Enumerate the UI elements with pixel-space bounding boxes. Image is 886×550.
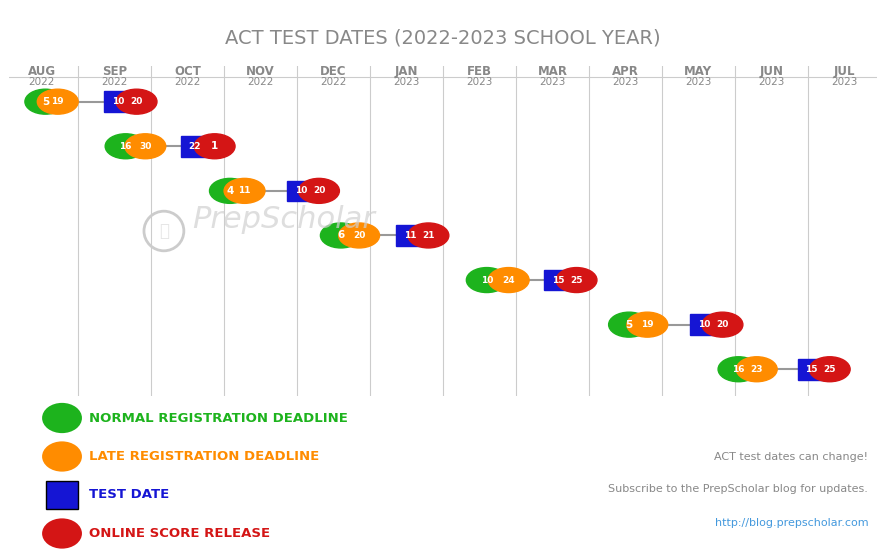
Text: MAR: MAR	[538, 65, 567, 78]
Circle shape	[37, 89, 78, 114]
Text: ACT test dates can change!: ACT test dates can change!	[714, 452, 868, 461]
Text: 2022: 2022	[247, 76, 274, 86]
Text: 25: 25	[571, 276, 583, 284]
Text: 5: 5	[626, 320, 633, 329]
Text: 30: 30	[139, 142, 152, 151]
Text: 19: 19	[51, 97, 64, 106]
Text: 22: 22	[189, 142, 201, 151]
Circle shape	[209, 178, 251, 204]
Text: 20: 20	[353, 231, 365, 240]
Text: 2023: 2023	[466, 76, 493, 86]
Text: TEST DATE: TEST DATE	[89, 488, 169, 502]
Text: 16: 16	[732, 365, 745, 374]
Circle shape	[488, 267, 529, 293]
Circle shape	[466, 267, 507, 293]
FancyBboxPatch shape	[181, 136, 209, 157]
Text: ACT TEST DATES (2022-2023 SCHOOL YEAR): ACT TEST DATES (2022-2023 SCHOOL YEAR)	[225, 29, 661, 48]
FancyBboxPatch shape	[690, 315, 718, 335]
Text: DEC: DEC	[321, 65, 346, 78]
FancyBboxPatch shape	[396, 225, 424, 246]
Text: 20: 20	[130, 97, 143, 106]
Circle shape	[627, 312, 668, 337]
Text: 10: 10	[480, 276, 493, 284]
Circle shape	[299, 178, 339, 204]
Text: 16: 16	[120, 142, 132, 151]
Text: 21: 21	[422, 231, 435, 240]
Text: NOV: NOV	[246, 65, 275, 78]
Text: 11: 11	[238, 186, 251, 195]
Text: PrepScholar: PrepScholar	[192, 206, 375, 234]
Text: AUG: AUG	[27, 65, 56, 78]
Text: JUL: JUL	[834, 65, 855, 78]
Text: Subscribe to the PrepScholar blog for updates.: Subscribe to the PrepScholar blog for up…	[609, 485, 868, 494]
Text: 23: 23	[750, 365, 763, 374]
Text: 15: 15	[552, 276, 564, 284]
Text: JUN: JUN	[759, 65, 783, 78]
Text: 2023: 2023	[612, 76, 639, 86]
Circle shape	[321, 223, 361, 248]
Text: 2023: 2023	[758, 76, 784, 86]
Circle shape	[105, 134, 146, 159]
Text: 2023: 2023	[685, 76, 711, 86]
Text: 2022: 2022	[102, 76, 128, 86]
Text: 10: 10	[294, 186, 307, 195]
Circle shape	[736, 357, 777, 382]
Text: 5: 5	[42, 97, 49, 107]
Text: 2022: 2022	[175, 76, 201, 86]
Circle shape	[556, 267, 597, 293]
Text: FEB: FEB	[467, 65, 492, 78]
Text: 10: 10	[698, 320, 711, 329]
Text: 2022: 2022	[321, 76, 346, 86]
Text: 10: 10	[113, 97, 125, 106]
FancyBboxPatch shape	[797, 359, 826, 380]
Circle shape	[718, 357, 759, 382]
Circle shape	[702, 312, 742, 337]
Circle shape	[338, 223, 379, 248]
FancyBboxPatch shape	[105, 91, 132, 112]
Text: ONLINE SCORE RELEASE: ONLINE SCORE RELEASE	[89, 527, 269, 540]
Text: 2023: 2023	[393, 76, 420, 86]
Circle shape	[224, 178, 265, 204]
Text: LATE REGISTRATION DEADLINE: LATE REGISTRATION DEADLINE	[89, 450, 319, 463]
Text: 19: 19	[641, 320, 654, 329]
Circle shape	[609, 312, 649, 337]
Circle shape	[408, 223, 449, 248]
Text: SEP: SEP	[102, 65, 128, 78]
Circle shape	[125, 134, 166, 159]
Text: 15: 15	[805, 365, 818, 374]
Text: 25: 25	[823, 365, 836, 374]
Text: NORMAL REGISTRATION DEADLINE: NORMAL REGISTRATION DEADLINE	[89, 411, 347, 425]
Circle shape	[194, 134, 235, 159]
Circle shape	[809, 357, 851, 382]
Text: 2022: 2022	[28, 76, 55, 86]
Text: 6: 6	[338, 230, 345, 240]
FancyBboxPatch shape	[287, 180, 315, 201]
Circle shape	[116, 89, 157, 114]
Text: 1: 1	[211, 141, 218, 151]
Text: APR: APR	[612, 65, 639, 78]
Text: 🎓: 🎓	[159, 222, 169, 240]
Text: 4: 4	[226, 186, 234, 196]
Text: 2023: 2023	[831, 76, 858, 86]
Text: MAY: MAY	[684, 65, 712, 78]
Circle shape	[25, 89, 66, 114]
Text: OCT: OCT	[175, 65, 201, 78]
FancyBboxPatch shape	[544, 270, 572, 290]
Text: 11: 11	[404, 231, 416, 240]
Text: 24: 24	[502, 276, 515, 284]
Text: 20: 20	[716, 320, 728, 329]
Text: 2023: 2023	[540, 76, 565, 86]
Text: 20: 20	[313, 186, 325, 195]
Text: JAN: JAN	[395, 65, 418, 78]
Text: http://blog.prepscholar.com: http://blog.prepscholar.com	[715, 518, 868, 527]
